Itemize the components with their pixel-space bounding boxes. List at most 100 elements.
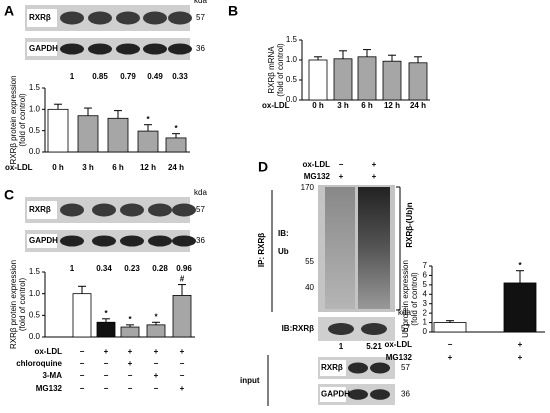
bar bbox=[357, 56, 377, 101]
y-axis-label: (fold of control) bbox=[276, 43, 285, 97]
blot-band bbox=[143, 43, 167, 55]
bar bbox=[433, 322, 467, 333]
quant-label: 0.79 bbox=[120, 72, 136, 81]
treatment-sign: − bbox=[339, 160, 344, 169]
y-tick-label: 4 bbox=[423, 289, 428, 298]
annotation: * bbox=[128, 315, 132, 324]
kda-label: kda bbox=[398, 308, 411, 317]
treatment-sign: + bbox=[448, 353, 453, 362]
y-axis-label: Ub protein expression bbox=[401, 260, 410, 338]
annotation: * bbox=[174, 124, 178, 133]
blot-band bbox=[348, 389, 368, 400]
blot-band bbox=[348, 362, 368, 374]
label-box bbox=[27, 234, 57, 248]
x-tick-label: 12 h bbox=[384, 101, 400, 110]
blot-band bbox=[120, 203, 144, 217]
treatment-sign: + bbox=[180, 347, 185, 356]
kda-value: 57 bbox=[196, 205, 205, 214]
x-tick-label: 3 h bbox=[337, 101, 349, 110]
y-tick-label: 6 bbox=[423, 271, 428, 280]
y-tick-label: 0 bbox=[423, 327, 428, 336]
y-axis-label: RXRβ protein expression bbox=[9, 75, 18, 164]
y-tick-label: 1.5 bbox=[286, 35, 298, 44]
y-tick-label: 1.5 bbox=[29, 267, 41, 276]
quant-label: 0.85 bbox=[92, 72, 108, 81]
treatment-sign: − bbox=[128, 371, 133, 380]
treatment-name: ox-LDL bbox=[34, 347, 62, 356]
x-tick-label: 6 h bbox=[112, 163, 124, 172]
treatment-sign: − bbox=[104, 371, 109, 380]
label-box bbox=[320, 360, 346, 376]
y-tick-label: 7 bbox=[423, 261, 428, 270]
treatment-sign: − bbox=[154, 384, 159, 393]
blot-band bbox=[92, 203, 116, 217]
ip-label: IP: RXRβ bbox=[257, 233, 266, 267]
kda-value: 57 bbox=[401, 324, 410, 333]
treatment-name: ox-LDL bbox=[384, 340, 412, 349]
bar bbox=[120, 326, 140, 338]
quant-label: 1 bbox=[339, 342, 344, 351]
x-tick-label: 3 h bbox=[82, 163, 94, 172]
annotation: # bbox=[180, 275, 185, 284]
blot-band bbox=[361, 323, 387, 335]
blot-label: GAPDH bbox=[29, 44, 58, 53]
x-tick-label: 0 h bbox=[52, 163, 64, 172]
treatment-sign: − bbox=[80, 359, 85, 368]
label-box bbox=[27, 201, 57, 219]
mw-marker: 170 bbox=[301, 183, 315, 192]
panel-label: B bbox=[228, 3, 238, 19]
treatment-name: MG132 bbox=[386, 353, 413, 362]
blot-band bbox=[116, 43, 140, 55]
bar bbox=[333, 58, 353, 101]
treatment-sign: + bbox=[104, 347, 109, 356]
treatment-sign: − bbox=[180, 371, 185, 380]
y-tick-label: 0.5 bbox=[29, 126, 41, 135]
treatment-sign: − bbox=[80, 347, 85, 356]
treatment-name: MG132 bbox=[36, 384, 63, 393]
y-tick-label: 1.0 bbox=[29, 104, 41, 113]
treatment-sign: + bbox=[180, 384, 185, 393]
quant-label: 1 bbox=[70, 72, 75, 81]
blot-band bbox=[60, 203, 84, 217]
label-box bbox=[27, 9, 57, 27]
treatment-sign: − bbox=[128, 384, 133, 393]
blot-band bbox=[328, 323, 354, 335]
annotation: * bbox=[146, 115, 150, 124]
blot-label: GAPDH bbox=[29, 236, 58, 245]
quant-label: 0.28 bbox=[152, 264, 168, 273]
annotation: * bbox=[518, 261, 522, 270]
treatment-sign: + bbox=[518, 340, 523, 349]
x-tick-label: 24 h bbox=[168, 163, 184, 172]
blot-band bbox=[370, 362, 390, 374]
blot-smear bbox=[358, 187, 390, 309]
panel-label: C bbox=[4, 187, 14, 203]
quant-label: 0.33 bbox=[172, 72, 188, 81]
blot-label: RXRβ bbox=[29, 205, 51, 214]
y-tick-label: 1.5 bbox=[29, 83, 41, 92]
treatment-sign: − bbox=[180, 359, 185, 368]
quant-label: 0.49 bbox=[147, 72, 163, 81]
y-axis-label: RXRβ protein expression bbox=[9, 260, 18, 349]
y-tick-label: 0.0 bbox=[29, 332, 41, 341]
y-tick-label: 2 bbox=[423, 308, 428, 317]
treatment-sign: − bbox=[448, 340, 453, 349]
bar bbox=[107, 117, 129, 153]
mw-marker: 40 bbox=[305, 283, 314, 292]
kda-label: kda bbox=[194, 0, 207, 5]
y-tick-label: 0.0 bbox=[286, 95, 298, 104]
ib-label: IB: bbox=[278, 229, 289, 238]
quant-label: 0.23 bbox=[124, 264, 140, 273]
bar bbox=[77, 115, 99, 153]
treatment-sign: − bbox=[154, 359, 159, 368]
blot-label: IB:RXRβ bbox=[282, 324, 315, 333]
y-axis-label: (fold of control) bbox=[410, 272, 419, 326]
treatment-sign: + bbox=[339, 172, 344, 181]
bracket-label: RXRβ-(Ub)n bbox=[405, 202, 414, 247]
quant-label: 0.96 bbox=[176, 264, 192, 273]
x-tick-label: 12 h bbox=[140, 163, 156, 172]
bar bbox=[503, 282, 537, 333]
treatment-sign: + bbox=[154, 347, 159, 356]
kda-value: 36 bbox=[196, 44, 205, 53]
blot-band bbox=[148, 235, 172, 247]
bar bbox=[72, 293, 92, 338]
